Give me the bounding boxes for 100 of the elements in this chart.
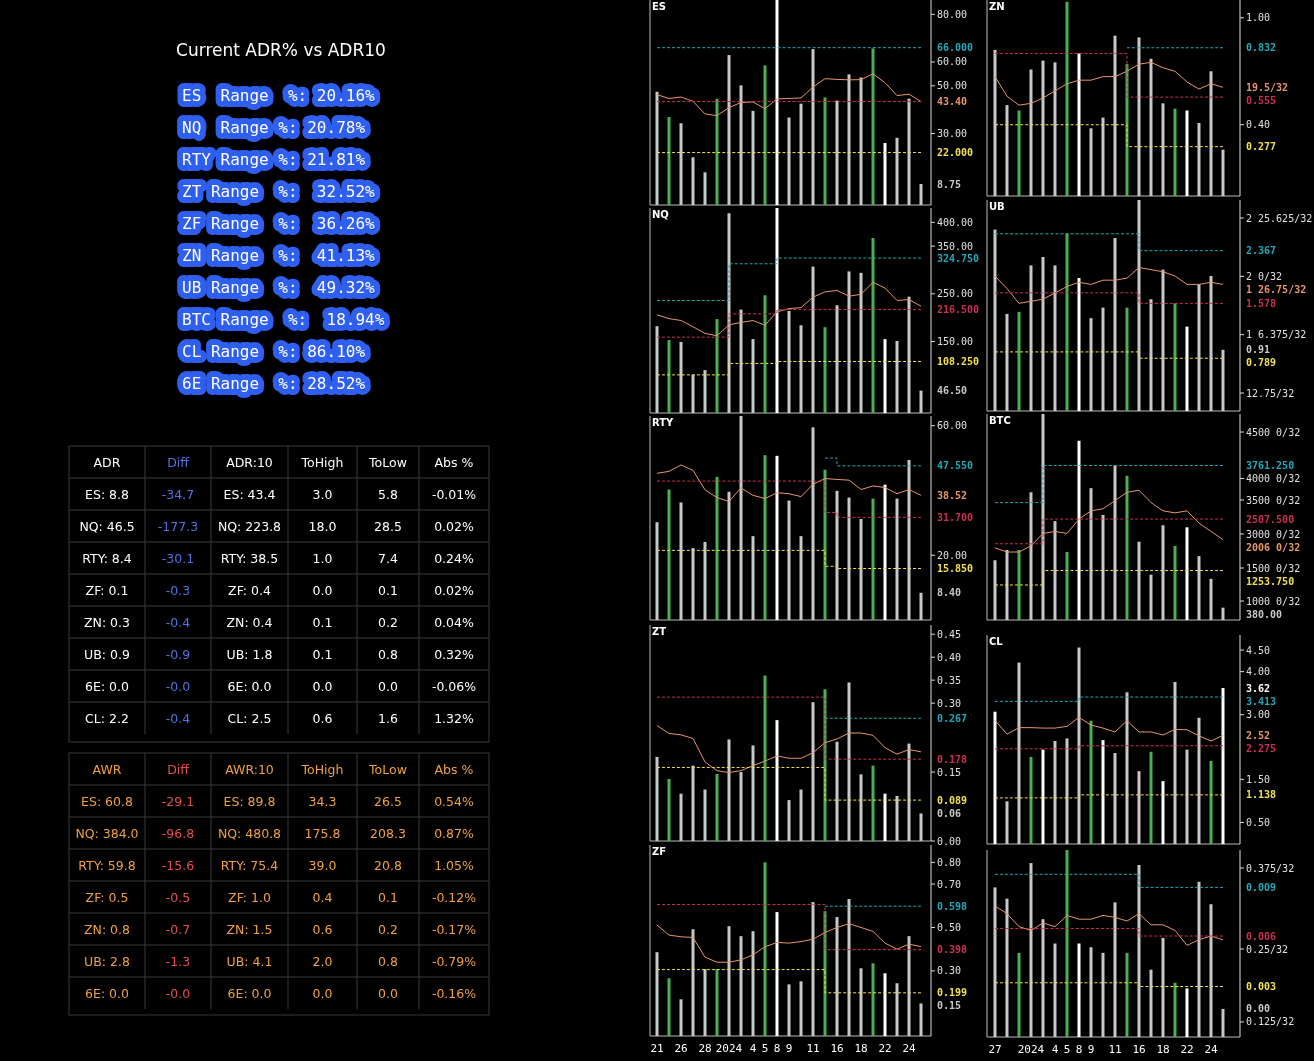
text: 5.8 (378, 486, 398, 502)
bar (1077, 53, 1081, 196)
bar (1005, 898, 1009, 1037)
chart-title: BTC (989, 415, 1011, 426)
bar (811, 427, 815, 620)
bar (667, 489, 671, 620)
y-tick-label: 0.00 (937, 835, 962, 847)
bar (1017, 662, 1021, 844)
bar (1149, 299, 1153, 411)
bar (823, 327, 827, 413)
text: 0.832 (1246, 42, 1277, 54)
bar (691, 929, 695, 1036)
line-series (656, 73, 922, 117)
bar (763, 65, 767, 205)
bar (703, 370, 707, 413)
text: Current ADR% vs ADR10 (176, 40, 386, 60)
bar (787, 500, 791, 620)
bar (847, 74, 851, 205)
bar (1185, 326, 1189, 411)
bar (871, 765, 875, 841)
series-label: 38.52 (937, 489, 968, 501)
category-label: ADR:10 (226, 454, 273, 470)
y-tick-label: 3.00 (1246, 709, 1271, 721)
bar (655, 952, 659, 1036)
text: 0.04% (434, 614, 474, 630)
bar (1137, 771, 1141, 844)
series-label: 31.700 (937, 511, 974, 523)
bar (679, 793, 683, 841)
bar (1221, 1008, 1225, 1037)
bar (1185, 988, 1189, 1037)
bar (1185, 527, 1189, 620)
bar (799, 789, 803, 841)
bar (1089, 488, 1093, 620)
y-tick-label: 350.00 (937, 240, 974, 252)
bar (1029, 265, 1033, 411)
bar (1041, 919, 1045, 1037)
bar (1113, 902, 1117, 1037)
text: -0.0 (165, 678, 191, 694)
series-label: 0.089 (937, 794, 968, 806)
bar (1161, 525, 1165, 620)
bar (1053, 265, 1057, 411)
bar (1137, 37, 1141, 196)
bar (751, 339, 755, 413)
text: 19.5/32 (1246, 81, 1289, 93)
text: 6E: 0.0 (85, 678, 129, 694)
series-label: 0.598 (937, 900, 968, 912)
text: 0.54% (434, 793, 474, 809)
chart-title: NQ (652, 209, 669, 220)
text: -0.7 (165, 921, 191, 937)
x-tick-label: 11 (806, 1042, 820, 1055)
text: ZF: 0.4 (228, 582, 271, 598)
category-label: Diff (167, 761, 190, 777)
bar (751, 110, 755, 205)
bar (691, 765, 695, 841)
bar (679, 999, 683, 1036)
text: 3.62 (1246, 682, 1271, 694)
bar (919, 1003, 923, 1036)
bar (667, 778, 671, 841)
text: 1.05% (434, 857, 474, 873)
text: 6E: 0.0 (227, 985, 272, 1001)
bar (871, 498, 875, 620)
text: RTY: 75.4 (220, 857, 279, 873)
bar (691, 548, 695, 620)
series-label: 108.250 (937, 356, 980, 368)
text: 0.125/32 (1246, 1016, 1295, 1028)
bar (919, 390, 923, 413)
category-label: ToLow (368, 761, 407, 777)
bar (727, 55, 731, 205)
bar (799, 325, 803, 413)
line-series (656, 281, 922, 337)
text: -0.3 (165, 582, 191, 598)
text: 0.25/32 (1246, 943, 1289, 955)
bar (1197, 284, 1201, 411)
bar (1041, 749, 1045, 844)
bar (1017, 549, 1021, 620)
y-tick-label: 0.15 (937, 766, 962, 778)
text: -0.5 (165, 889, 191, 905)
bar (1209, 578, 1213, 620)
bar (1125, 475, 1129, 620)
bar (1005, 313, 1009, 411)
bar (703, 172, 707, 205)
text: 380.00 (1246, 608, 1283, 620)
bar (1101, 952, 1105, 1037)
x-tick-label: 8 (773, 1042, 781, 1055)
bar (703, 969, 707, 1036)
line-series (994, 61, 1224, 106)
y-tick-label: 0.45 (937, 628, 962, 640)
series-label: 22.000 (937, 147, 974, 159)
bar (691, 157, 695, 205)
bar (835, 100, 839, 205)
bar (1065, 1, 1069, 196)
series-label: 0.178 (937, 753, 968, 765)
bar (775, 0, 779, 205)
bar (655, 522, 659, 620)
bar (1029, 492, 1033, 620)
text: 0.789 (1246, 357, 1277, 369)
category-label: ToHigh (300, 761, 344, 777)
text: CL: 2.5 (227, 710, 272, 726)
text: 3000 0/32 (1246, 528, 1301, 540)
bar (1197, 717, 1201, 844)
